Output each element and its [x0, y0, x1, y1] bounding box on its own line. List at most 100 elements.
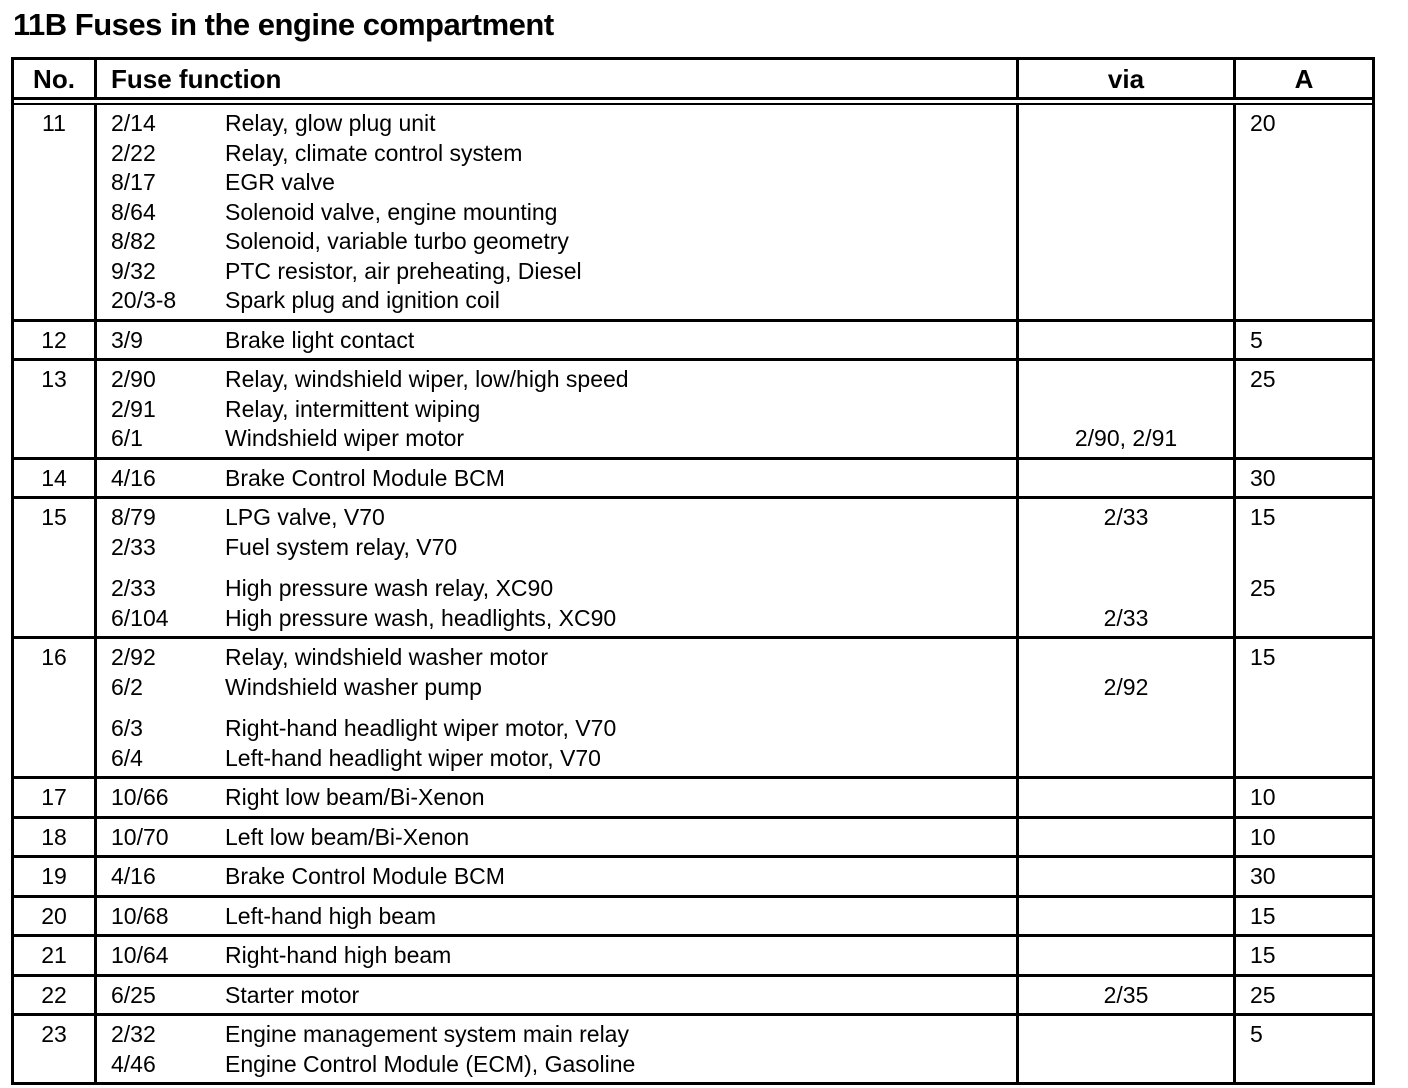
via-value	[1019, 365, 1233, 395]
fuse-line: 2/91 Relay, intermittent wiping	[97, 395, 1016, 425]
fuse-label: Brake Control Module BCM	[225, 464, 505, 491]
row-number-cell: 18	[14, 819, 94, 856]
via-value: 2/33	[1103, 504, 1149, 530]
fuse-label: Relay, windshield wiper, low/high speed	[225, 366, 629, 392]
fuse-line: 2/92 Relay, windshield washer motor	[97, 643, 1016, 673]
fuse-line: 6/3 Right-hand headlight wiper motor, V70	[97, 714, 1016, 744]
amp-value: 15	[1250, 942, 1276, 968]
table-row: 13 2/90 Relay, windshield wiper, low/high …	[14, 358, 1372, 457]
fuse-line: 9/32 PTC resistor, air preheating, Diesel	[97, 257, 1016, 287]
row-number-spacer	[14, 168, 94, 198]
amp-value	[1236, 673, 1372, 703]
fuse-code: 10/64	[111, 942, 169, 968]
row-number-spacer	[14, 286, 94, 316]
row-number: 16	[41, 644, 67, 670]
page-title: 11B Fuses in the engine compartment	[13, 7, 554, 42]
fuse-label: EGR valve	[225, 169, 335, 195]
fuse-code: 6/4	[111, 744, 143, 771]
fuse-code: 8/17	[111, 169, 156, 195]
via-value	[1019, 326, 1233, 356]
row-number-cell: 12	[14, 322, 94, 359]
row-number: 19	[41, 863, 67, 889]
amp-cell: 15 25	[1233, 499, 1372, 636]
row-number-cell: 13	[14, 361, 94, 457]
fuse-label: PTC resistor, air preheating, Diesel	[225, 257, 582, 284]
amp-cell: 30	[1233, 459, 1372, 496]
via-cell	[1016, 858, 1233, 895]
via-value	[1019, 783, 1233, 813]
table-row: 23 2/32 Engine management system main rela…	[14, 1013, 1372, 1082]
fuse-line: 8/64 Solenoid valve, engine mounting	[97, 198, 1016, 228]
fuse-code: 6/2	[111, 673, 143, 700]
amp-value: 15	[1250, 902, 1276, 929]
row-number: 17	[41, 784, 67, 810]
amp-value	[1236, 744, 1372, 774]
row-number: 13	[41, 366, 67, 392]
amp-value: 20	[1250, 110, 1276, 136]
via-value	[1019, 862, 1233, 892]
row-number-spacer	[14, 604, 94, 634]
row-number-cell: 22	[14, 977, 94, 1014]
via-value	[1019, 395, 1233, 425]
row-number-cell: 11	[14, 105, 94, 319]
header-no: No.	[33, 64, 75, 94]
amp-value	[1236, 168, 1372, 198]
fuse-label: Right-hand high beam	[225, 942, 452, 968]
amp-cell: 20	[1233, 105, 1372, 319]
row-number-spacer	[14, 424, 94, 454]
via-cell: 2/35	[1016, 976, 1233, 1013]
fuse-code: 20/3-8	[111, 287, 177, 313]
via-value	[1019, 1050, 1233, 1080]
fuse-label: High pressure wash relay, XC90	[225, 575, 554, 601]
table-row: 18 10/70 Left low beam/Bi-Xenon 10	[14, 815, 1372, 856]
amp-value	[1236, 395, 1372, 425]
fuse-label: Windshield washer pump	[225, 673, 482, 700]
via-value: 2/33	[1103, 604, 1149, 631]
row-number-spacer	[14, 395, 94, 425]
table-row: 19 4/16 Brake Control Module BCM 30	[14, 855, 1372, 895]
fuse-line: 10/66 Right low beam/Bi-Xenon	[97, 783, 1016, 813]
table-row: 16 2/92 Relay, windshield washer motor 6/2 W…	[14, 636, 1372, 776]
fuse-function-cell: 2/92 Relay, windshield washer motor 6/2 Win…	[94, 639, 1016, 776]
via-value	[1019, 744, 1233, 774]
fuse-label: High pressure wash, headlights, XC90	[225, 604, 617, 631]
fuse-line: 8/79 LPG valve, V70	[97, 503, 1016, 533]
fuse-label: Relay, glow plug unit	[225, 110, 436, 136]
fuse-label: Fuel system relay, V70	[225, 533, 458, 560]
fuse-code: 2/90	[111, 366, 156, 392]
header-fuse-function: Fuse function	[94, 60, 1016, 97]
row-number-spacer	[14, 227, 94, 257]
fuse-label: Engine management system main relay	[225, 1021, 629, 1047]
row-number: 21	[41, 942, 67, 968]
fuse-code: 10/66	[111, 784, 169, 810]
fuse-code: 6/104	[111, 604, 169, 631]
fuse-code: 3/9	[111, 326, 143, 353]
fuse-label: Relay, windshield washer motor	[225, 644, 548, 670]
amp-value: 25	[1250, 366, 1276, 392]
amp-cell: 30	[1233, 858, 1372, 895]
amp-cell: 15	[1233, 639, 1372, 776]
via-value	[1019, 286, 1233, 316]
fuse-code: 2/91	[111, 395, 156, 422]
row-number-spacer	[14, 574, 94, 604]
fuse-line: 6/1 Windshield wiper motor	[97, 424, 1016, 454]
row-number: 12	[41, 326, 67, 353]
amp-cell: 25	[1233, 976, 1372, 1013]
amp-value	[1236, 424, 1372, 454]
amp-cell: 5	[1233, 321, 1372, 358]
row-number-spacer	[14, 744, 94, 774]
row-number-cell: 23	[14, 1016, 94, 1082]
row-number: 15	[41, 504, 67, 530]
via-cell	[1016, 818, 1233, 855]
amp-cell: 15	[1233, 937, 1372, 974]
fuse-line: 8/17 EGR valve	[97, 168, 1016, 198]
via-cell: 2/90, 2/91	[1016, 361, 1233, 457]
amp-cell: 10	[1233, 779, 1372, 816]
amp-cell: 5	[1233, 1016, 1372, 1082]
fuse-code: 2/14	[111, 110, 156, 136]
fuse-code: 9/32	[111, 257, 156, 284]
amp-value: 30	[1250, 464, 1276, 491]
amp-cell: 15	[1233, 897, 1372, 934]
row-number-spacer	[14, 714, 94, 744]
amp-value	[1236, 533, 1372, 563]
